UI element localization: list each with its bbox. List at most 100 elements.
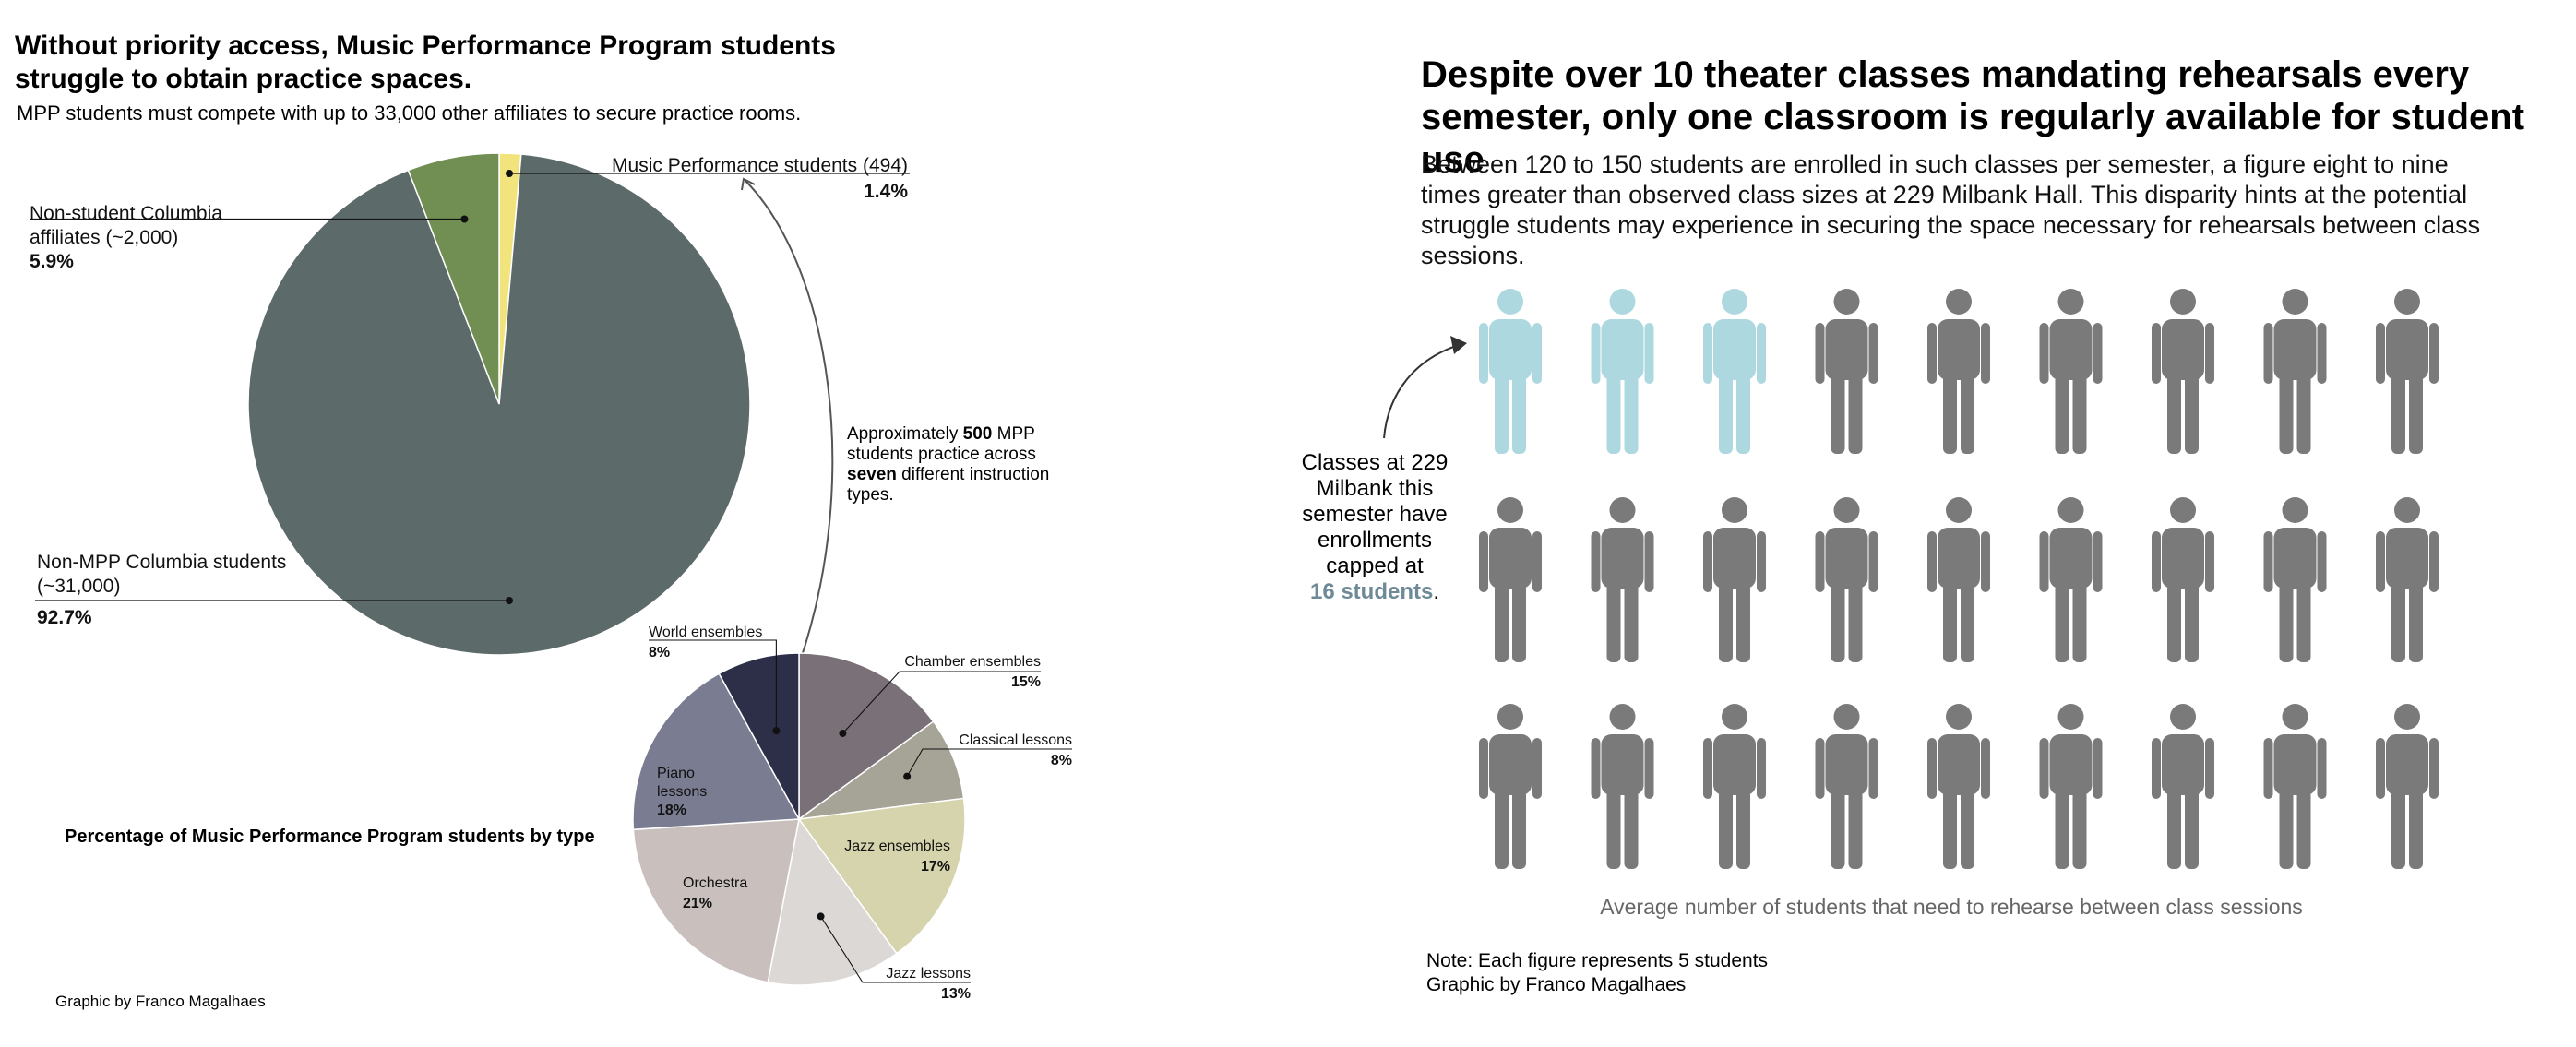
student-figure — [1479, 704, 1542, 869]
student-figure — [2263, 497, 2327, 662]
figure-left-leg — [1831, 375, 1845, 454]
figure-right-leg — [1512, 583, 1526, 662]
pie2-value-jazz-lessons-line: 13% — [941, 986, 971, 1002]
figure-right-leg — [1848, 375, 1863, 454]
student-figure — [2039, 497, 2103, 662]
pie-label-non-mpp: Non-MPP Columbia students (~31,000) — [37, 552, 286, 597]
pictograph-note: Note: Each figure represents 5 students — [1426, 950, 1769, 971]
pie-label-mpp-line: Music Performance students (494) — [612, 155, 908, 176]
connector-arrowhead — [741, 177, 756, 191]
figure-left-arm — [2039, 738, 2049, 799]
pie-value-affiliates: 5.9% — [30, 251, 74, 272]
figure-right-arm — [1868, 738, 1878, 799]
figure-left-arm — [2376, 531, 2385, 592]
instruction-type-pie-chart — [632, 652, 966, 986]
figure-head — [2282, 497, 2308, 523]
figure-left-arm — [1703, 531, 1712, 592]
figure-right-leg — [1961, 375, 1974, 454]
figure-right-leg — [1736, 790, 1750, 869]
figure-torso — [1938, 528, 1980, 589]
figure-left-leg — [1495, 790, 1509, 869]
milbank-callout: Classes at 229 Milbank this semester hav… — [1282, 450, 1467, 605]
pie2-label-classical: Classical lessons — [959, 732, 1072, 748]
pie-slice-orchestra — [632, 818, 800, 983]
figure-head — [1497, 704, 1523, 730]
figure-right-leg — [2072, 790, 2087, 869]
pie2-value-jazz-lessons: 13% — [941, 986, 971, 1002]
pie2-value-orchestra: 21% — [683, 896, 712, 911]
figure-right-leg — [1736, 375, 1750, 454]
figure-torso — [2273, 528, 2317, 589]
figure-right-leg — [1512, 375, 1526, 454]
pie2-label-jazz-ensembles: Jazz ensembles — [844, 839, 950, 854]
figure-right-arm — [2429, 531, 2439, 592]
figure-left-arm — [2152, 323, 2161, 384]
pie2-label-piano-line: Piano — [657, 766, 695, 781]
figure-left-arm — [1591, 738, 1601, 799]
pie2-label-jazz-lessons-line: Jazz lessons — [886, 966, 971, 982]
figure-left-arm — [1927, 738, 1937, 799]
student-figure-highlighted — [1479, 289, 1542, 454]
student-figure — [1591, 704, 1654, 869]
figure-head — [2057, 704, 2084, 730]
right-body-text: Between 120 to 150 students are enrolled… — [1421, 150, 2481, 269]
pie-slice-jazz-lessons — [767, 817, 898, 986]
figure-torso — [2386, 528, 2428, 589]
figure-left-leg — [1943, 790, 1957, 869]
figure-right-arm — [2205, 738, 2214, 799]
figure-left-arm — [1927, 323, 1937, 384]
pie-slice-piano-lessons — [632, 672, 801, 831]
pie2-label-piano-line: 18% — [657, 803, 686, 818]
pie-slice-chamber-ensembles — [798, 652, 935, 821]
pie-value-non-mpp: 92.7% — [37, 607, 92, 628]
pie-slice-jazz-ensembles — [797, 797, 966, 955]
callout-period: . — [1433, 579, 1440, 604]
figure-left-arm — [2376, 738, 2385, 799]
figure-right-leg — [2185, 790, 2199, 869]
figure-right-leg — [2185, 375, 2199, 454]
student-figure — [1927, 704, 1990, 869]
figure-left-arm — [1703, 323, 1712, 384]
figure-right-arm — [2429, 738, 2439, 799]
figure-right-arm — [2205, 531, 2214, 592]
figure-right-leg — [2296, 375, 2311, 454]
pie2-label-chamber-line: Chamber ensembles — [904, 654, 1041, 670]
figure-torso — [1938, 734, 1980, 795]
figure-left-arm — [2039, 531, 2049, 592]
figure-torso — [1489, 528, 1532, 589]
pie-label-affiliates-line: affiliates (~2,000) — [30, 227, 178, 248]
figure-left-arm — [1815, 531, 1825, 592]
pie2-label-classical-line: Classical lessons — [959, 732, 1072, 748]
pie2-label-world: World ensembles — [649, 625, 762, 640]
figure-right-arm — [1981, 323, 1990, 384]
figure-torso — [1825, 528, 1868, 589]
figure-right-arm — [1644, 738, 1654, 799]
figure-right-leg — [2409, 375, 2423, 454]
figure-left-arm — [2263, 323, 2273, 384]
annotation-suffix: different instruction types. — [847, 465, 1050, 505]
left-credit: Graphic by Franco Magalhaes — [55, 993, 266, 1010]
pie-label-mpp: Music Performance students (494) — [612, 155, 908, 176]
figure-head — [1946, 704, 1972, 730]
figure-left-leg — [2167, 583, 2181, 662]
figure-right-arm — [2093, 323, 2103, 384]
figure-right-arm — [1532, 323, 1542, 384]
annotation-types: seven — [847, 465, 897, 484]
figure-left-arm — [1591, 531, 1601, 592]
population-pie-chart — [247, 152, 751, 656]
callout-arrowhead — [1450, 336, 1467, 354]
figure-torso — [1489, 319, 1532, 380]
figure-right-leg — [1624, 790, 1639, 869]
figure-right-arm — [1757, 323, 1766, 384]
figure-left-leg — [2279, 790, 2294, 869]
pie2-label-orchestra-line: Orchestra — [683, 875, 747, 891]
population-pie-labels: Music Performance students (494) 1.4% Non-… — [30, 155, 910, 628]
figure-right-arm — [1868, 531, 1878, 592]
figure-right-leg — [1624, 583, 1639, 662]
pie2-label-piano: Piano lessons 18% — [657, 766, 707, 818]
figure-left-leg — [1606, 375, 1621, 454]
pie2-label-chamber: Chamber ensembles — [904, 654, 1041, 670]
figure-head — [1609, 289, 1636, 315]
pie2-label-piano-line: lessons — [657, 784, 707, 800]
figure-right-arm — [2093, 738, 2103, 799]
